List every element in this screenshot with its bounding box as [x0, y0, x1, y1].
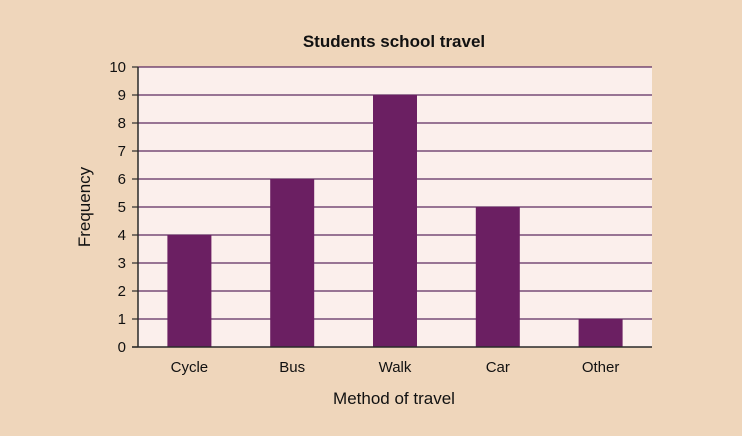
bar-bus — [270, 179, 315, 347]
chart-title: Students school travel — [303, 32, 485, 51]
y-tick-label: 1 — [118, 311, 126, 328]
x-tick-labels: Cycle Bus Walk Car Other — [171, 359, 620, 376]
y-tick-labels: 0 1 2 3 4 5 6 7 8 9 10 — [109, 59, 126, 356]
bar-car — [475, 207, 520, 347]
y-tick-label: 6 — [118, 171, 126, 188]
axes — [132, 67, 652, 348]
x-tick-label: Walk — [379, 359, 412, 376]
y-tick-label: 5 — [118, 199, 126, 216]
x-tick-label: Other — [582, 359, 620, 376]
x-axis-label: Method of travel — [333, 389, 455, 408]
x-tick-label: Cycle — [171, 359, 209, 376]
y-tick-label: 4 — [118, 227, 126, 244]
bar-cycle — [167, 235, 212, 347]
y-tick-label: 3 — [118, 255, 126, 272]
y-tick-label: 9 — [118, 87, 126, 104]
bar-walk — [373, 95, 417, 347]
y-tick-label: 2 — [118, 283, 126, 300]
x-tick-label: Bus — [279, 359, 305, 376]
y-tick-label: 7 — [118, 143, 126, 160]
y-axis-label: Frequency — [75, 166, 94, 247]
x-tick-label: Car — [486, 359, 510, 376]
y-tick-label: 10 — [109, 59, 126, 76]
y-tick-label: 0 — [118, 339, 126, 356]
bars — [167, 95, 623, 347]
y-tick-label: 8 — [118, 115, 126, 132]
bar-other — [578, 319, 623, 347]
